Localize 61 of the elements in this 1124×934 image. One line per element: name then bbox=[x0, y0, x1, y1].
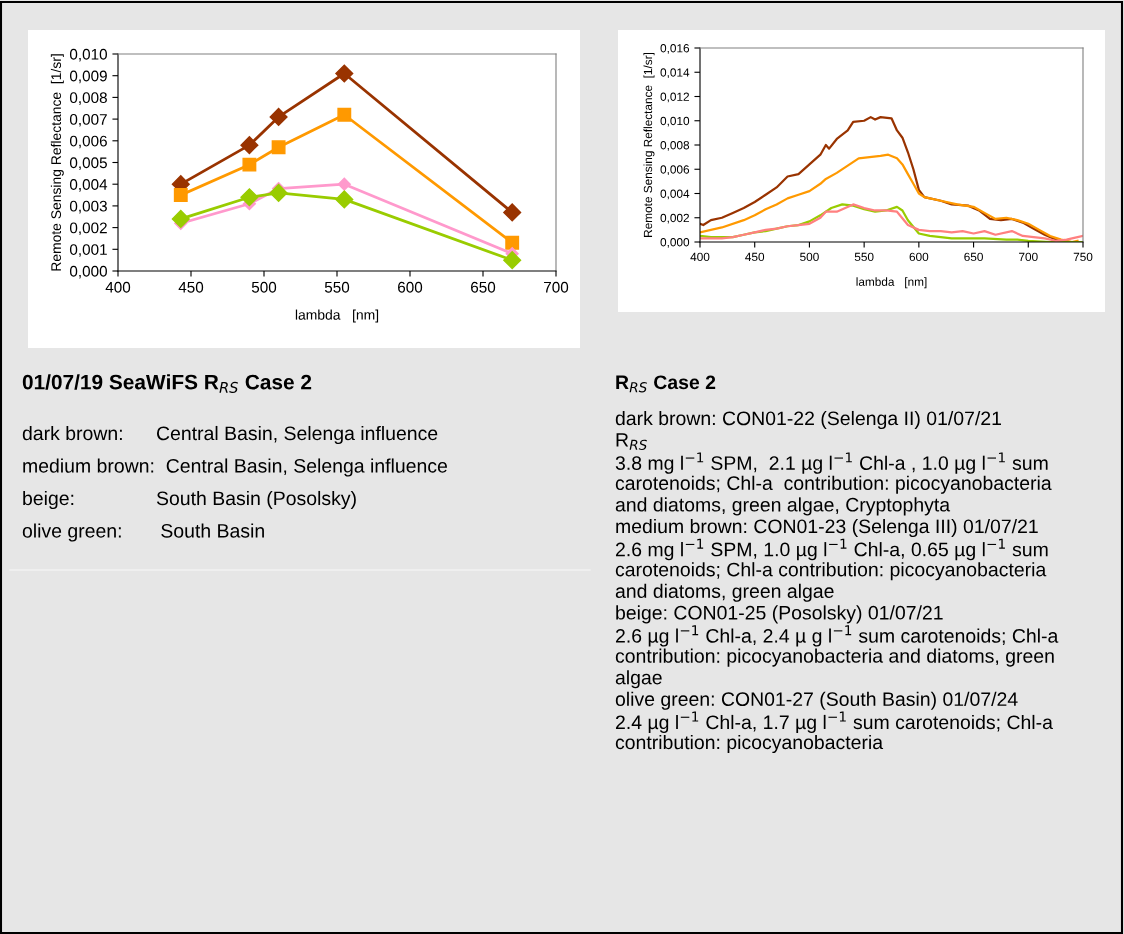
y-tick-label: 0,001 bbox=[69, 244, 107, 257]
text: carotenoids; Chl-a contribution: picocyanobacteria bbox=[615, 562, 1047, 581]
text: 2.6 µg l$^{−1}$ Chl-a, 2.4 µ g l$^{−1}$ sum carotenoids; Chl-a bbox=[615, 625, 1059, 647]
text: R$_{RS}$ Case 2 bbox=[616, 375, 716, 393]
x-tick-label: 550 bbox=[854, 252, 874, 262]
text: carotenoids; Chl-a contribution: picocyanobacteria bbox=[615, 475, 1052, 494]
x-tick-label: 600 bbox=[909, 252, 929, 262]
x-tick-label: 650 bbox=[964, 252, 983, 262]
y-axis-title: Remote Sensing Reflectance [1/sr] bbox=[643, 52, 655, 237]
y-tick-label: 0,006 bbox=[660, 165, 690, 176]
x-tick-label: 650 bbox=[471, 281, 496, 293]
text: contribution: picocyanobacteria bbox=[615, 734, 884, 754]
y-tick-label: 0,003 bbox=[69, 200, 107, 214]
x-tick-label: 700 bbox=[1019, 252, 1038, 262]
text: beige: CON01-25 (Posolsky) 01/07/21 bbox=[616, 605, 943, 624]
y-tick-label: 0,004 bbox=[660, 189, 690, 200]
x-axis-title: lambda [nm] bbox=[295, 309, 379, 323]
text: medium brown: CON01-23 (Selenga III) 01/07/21 bbox=[616, 518, 1038, 538]
x-tick-label: 500 bbox=[800, 252, 819, 262]
text: olive green: CON01-27 (South Basin) 01/07/24 bbox=[615, 691, 1018, 710]
y-tick-label: 0,006 bbox=[69, 135, 107, 149]
y-tick-label: 0,016 bbox=[660, 44, 690, 54]
y-tick-label: 0,000 bbox=[660, 238, 690, 248]
y-tick-label: 0,004 bbox=[69, 179, 108, 192]
x-tick-label: 450 bbox=[178, 281, 204, 293]
x-tick-label: 750 bbox=[1073, 252, 1093, 262]
x-tick-label: 500 bbox=[251, 281, 277, 293]
y-tick-label: 0,008 bbox=[660, 141, 690, 151]
text: dark brown: CON01-22 (Selenga II) 01/07/21 bbox=[615, 410, 1001, 430]
x-tick-label: 400 bbox=[690, 252, 710, 262]
y-tick-label: 0,005 bbox=[69, 157, 107, 170]
x-tick-label: 600 bbox=[398, 281, 423, 293]
x-axis-title: lambda [nm] bbox=[856, 277, 927, 289]
text: olive green: South Basin bbox=[22, 523, 264, 542]
text: medium brown: Central Basin, Selenga influence bbox=[23, 458, 447, 477]
text: 2.6 mg l$^{−1}$ SPM, 1.0 µg l$^{−1}$ Chl-a, 0.65 µg l$^{−1}$ sum bbox=[615, 538, 1048, 561]
y-tick-label: 0,008 bbox=[69, 92, 107, 105]
y-tick-label: 0,009 bbox=[69, 70, 107, 84]
y-tick-label: 0,000 bbox=[69, 265, 107, 279]
y-tick-label: 0,012 bbox=[660, 92, 689, 103]
x-tick-label: 400 bbox=[105, 281, 131, 293]
x-tick-label: 550 bbox=[324, 281, 350, 293]
text: beige: South Basin (Posolsky) bbox=[23, 490, 356, 510]
text: and diatoms, green algae, Cryptophyta bbox=[615, 497, 951, 516]
x-tick-label: 450 bbox=[745, 252, 765, 262]
text: 01/07/19 SeaWiFS R$_{RS}$ Case 2 bbox=[22, 374, 312, 393]
text: and diatoms, green algae bbox=[615, 583, 834, 602]
y-tick-label: 0,002 bbox=[660, 213, 689, 224]
y-tick-label: 0,002 bbox=[69, 222, 107, 236]
text: dark brown: Central Basin, Selenga influence bbox=[22, 425, 438, 445]
text: algae bbox=[615, 670, 662, 689]
text: 2.4 µg l$^{−1}$ Chl-a, 1.7 µg l$^{−1}$ sum carotenoids; Chl-a bbox=[615, 711, 1053, 734]
text: contribution: picocyanobacteria and diatoms, green bbox=[615, 648, 1054, 667]
text: 3.8 mg l$^{−1}$ SPM, 2.1 µg l$^{−1}$ Chl-a , 1.0 µg l$^{−1}$ sum bbox=[615, 452, 1048, 474]
text: R$_{RS}$ bbox=[616, 433, 647, 450]
y-axis-title: Remote Sensing Reflectance [1/sr] bbox=[50, 54, 64, 271]
y-tick-label: 0,010 bbox=[660, 116, 690, 127]
y-tick-label: 0,007 bbox=[69, 113, 107, 127]
y-tick-label: 0,010 bbox=[69, 48, 107, 62]
x-tick-label: 700 bbox=[544, 281, 569, 293]
y-tick-label: 0,014 bbox=[660, 68, 690, 79]
